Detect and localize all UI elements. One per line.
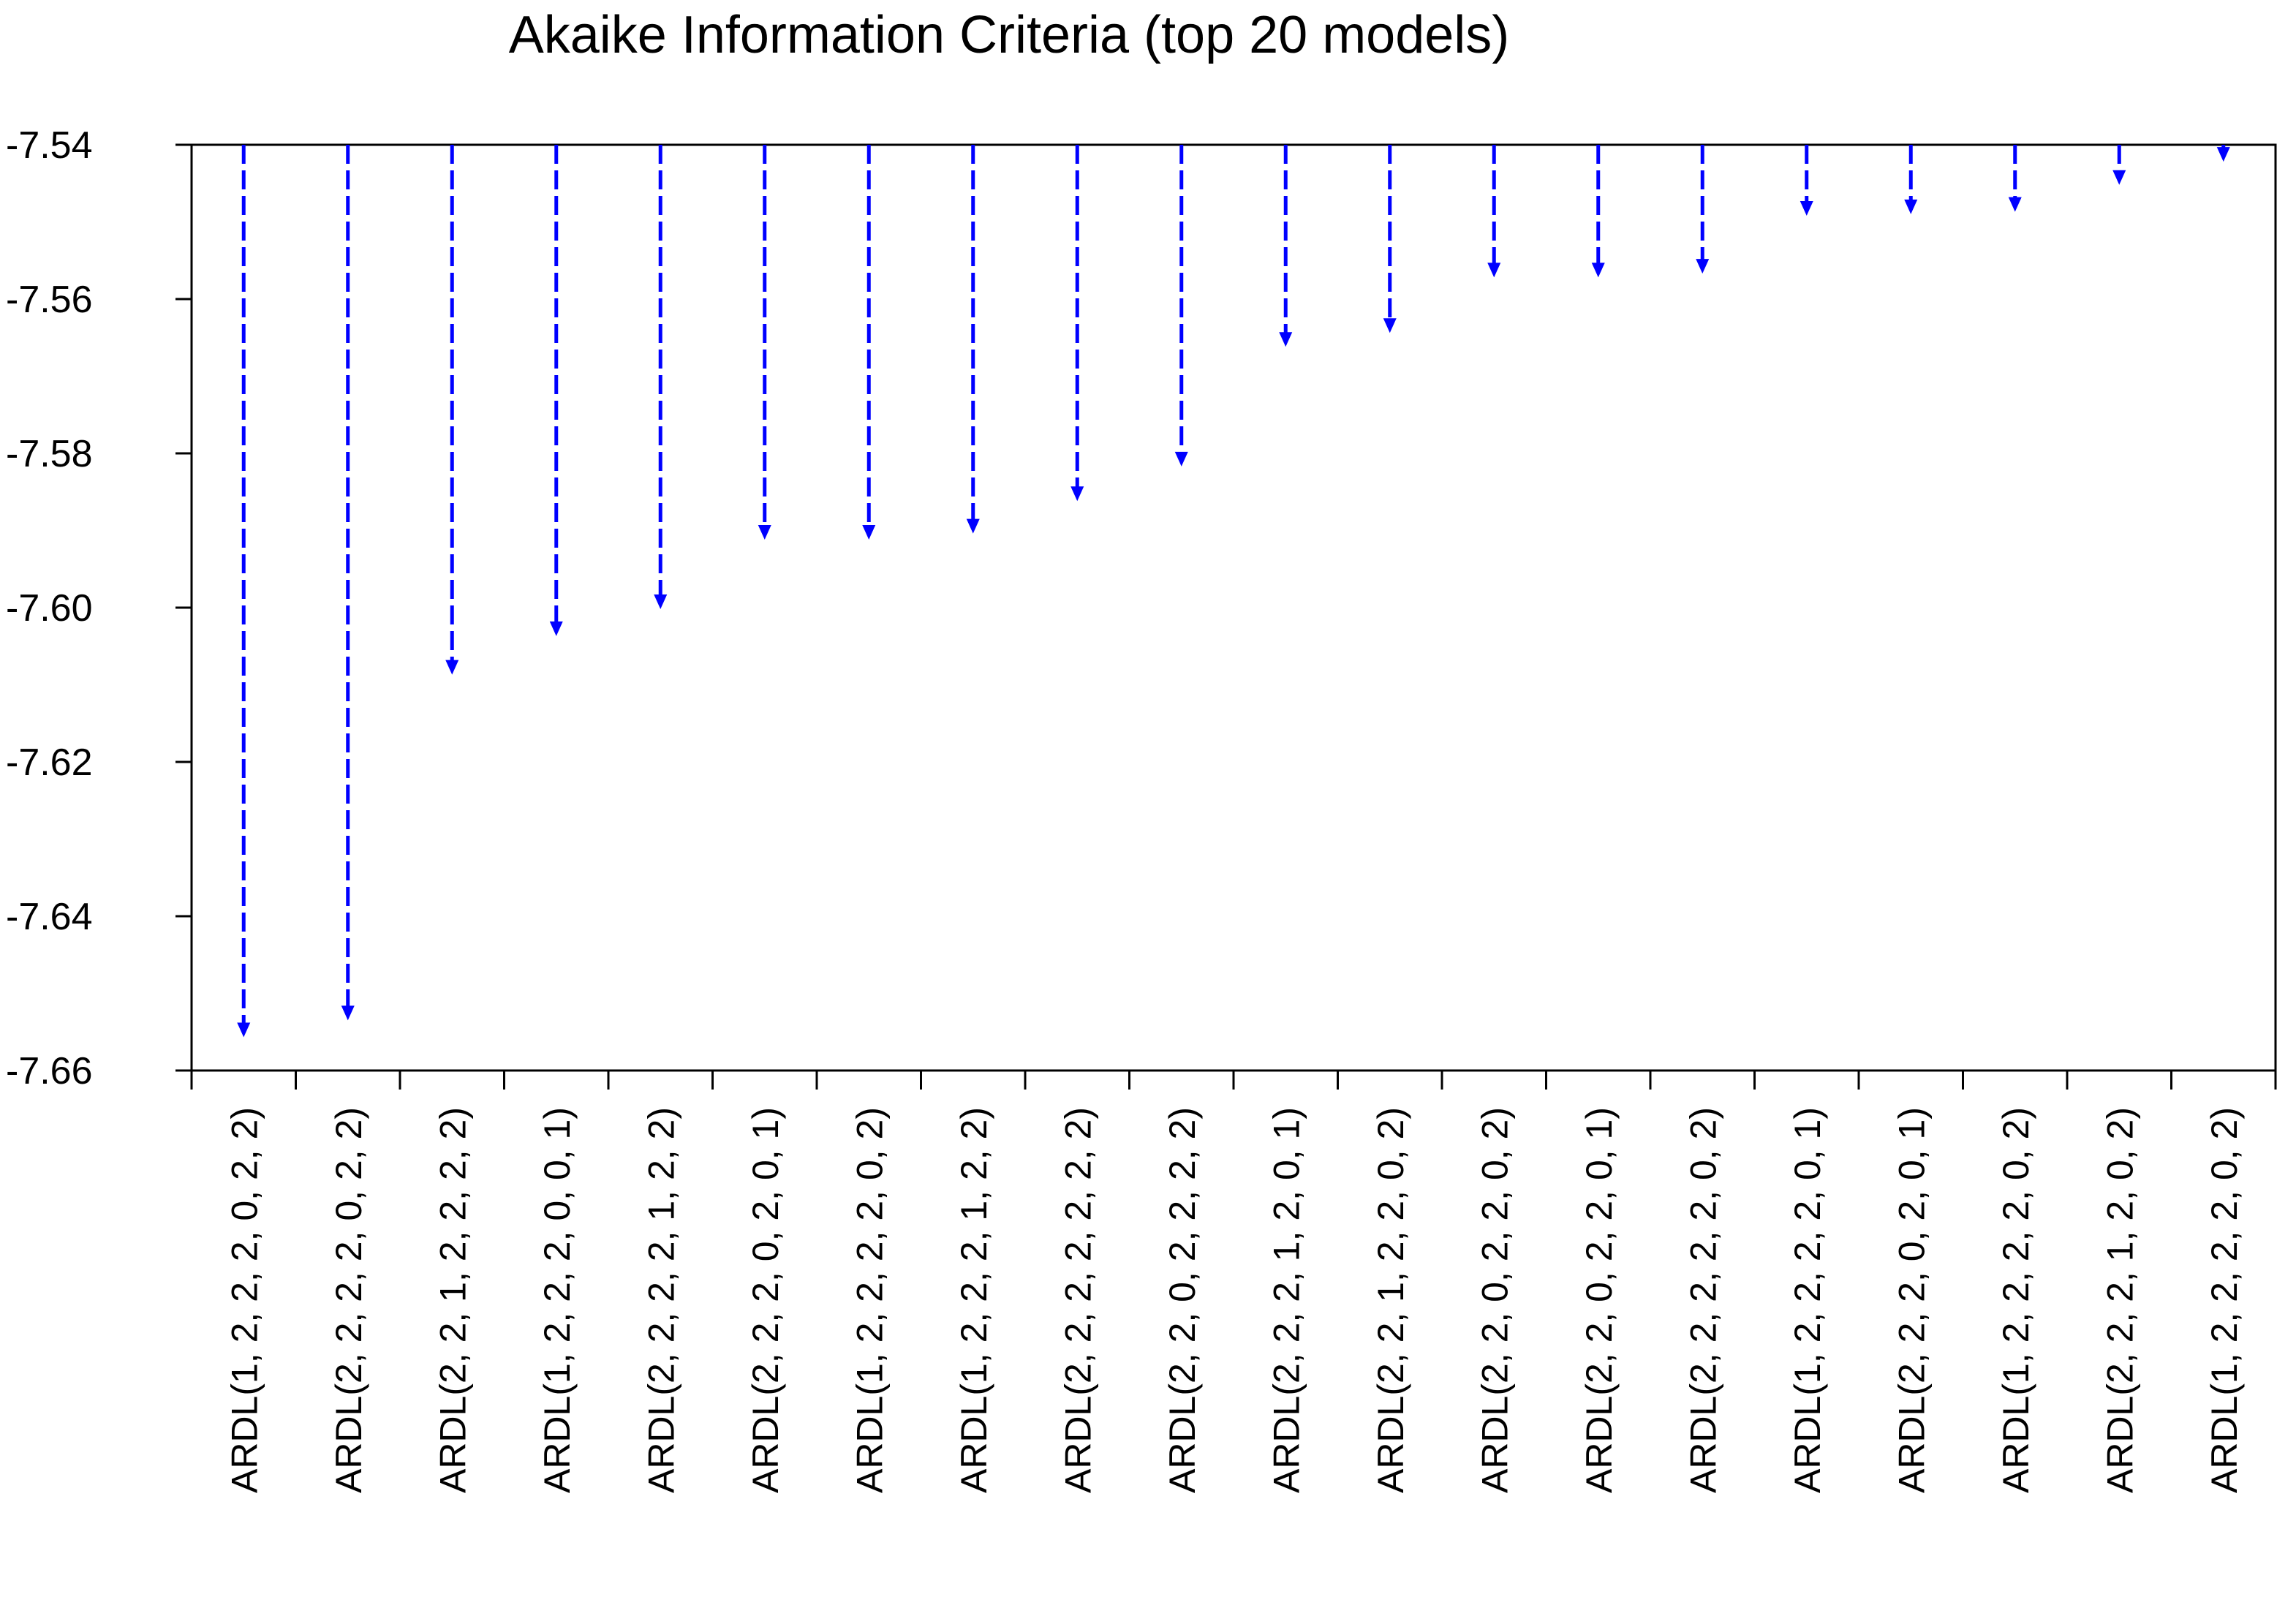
dropline-item: [2216, 145, 2230, 162]
dropline-arrowhead: [1904, 199, 1918, 214]
dropline-item: [1487, 145, 1501, 278]
x-tick-label: ARDL(1, 2, 2, 2, 1, 2, 2): [953, 1107, 994, 1493]
x-tick-label: ARDL(2, 2, 2, 1, 2, 0, 2): [2099, 1107, 2140, 1493]
dropline-arrowhead: [1070, 486, 1084, 502]
x-tick-label: ARDL(2, 2, 2, 2, 2, 0, 2): [1683, 1107, 1723, 1493]
dropline-arrowhead: [549, 621, 563, 636]
dropline-item: [1904, 145, 1918, 214]
dropline-item: [1591, 145, 1605, 278]
x-tick-label: ARDL(2, 2, 2, 2, 2, 2, 2): [1057, 1107, 1098, 1493]
dropline-arrowhead: [2216, 147, 2230, 162]
dropline-item: [445, 145, 459, 675]
dropline-arrowhead: [966, 518, 980, 534]
y-axis: -7.54 -7.56 -7.58 -7.60 -7.62 -7.64 -7.66: [6, 124, 192, 1092]
x-tick-label: ARDL(2, 2, 0, 2, 2, 2, 2): [1162, 1107, 1203, 1493]
dropline-arrowhead: [2008, 197, 2022, 212]
dropline-item: [1279, 145, 1293, 347]
dropline-item: [1696, 145, 1710, 274]
dropline-arrowhead: [1383, 318, 1397, 333]
dropline-arrowhead: [445, 660, 459, 675]
dropline-item: [1070, 145, 1084, 502]
dropline-item: [1800, 145, 1813, 216]
plot-area: [190, 143, 2277, 1072]
y-tick-label: -7.66: [6, 1050, 93, 1092]
x-tick-label: ARDL(2, 2, 2, 2, 0, 2, 2): [328, 1107, 369, 1493]
dropline-item: [2008, 145, 2022, 212]
dropline-item: [1174, 145, 1188, 467]
x-axis: ARDL(1, 2, 2, 2, 0, 2, 2) ARDL(2, 2, 2, 2…: [190, 1071, 2277, 1493]
x-tick-label: ARDL(1, 2, 2, 2, 0, 2, 2): [224, 1107, 265, 1493]
dropline-item: [549, 145, 563, 636]
dropline-arrowhead: [1591, 263, 1605, 278]
dropline-item: [966, 145, 980, 534]
dropline-arrowhead: [758, 525, 771, 540]
y-tick-label: -7.62: [6, 741, 93, 784]
dropline-arrowhead: [654, 594, 668, 609]
dropline-arrowhead: [1279, 332, 1293, 347]
x-tick-label: ARDL(1, 2, 2, 2, 2, 0, 2): [849, 1107, 890, 1493]
dropline-item: [758, 145, 771, 540]
x-tick-label: ARDL(1, 2, 2, 2, 2, 0, 2): [2204, 1107, 2245, 1493]
dropline-item: [862, 145, 876, 540]
x-tick-label: ARDL(1, 2, 2, 2, 2, 0, 2): [1995, 1107, 2036, 1493]
dropline-item: [341, 145, 355, 1021]
x-tick-label: ARDL(2, 2, 2, 0, 2, 0, 1): [745, 1107, 786, 1493]
x-tick-label: ARDL(2, 2, 2, 0, 2, 0, 1): [1891, 1107, 1932, 1493]
y-tick-label: -7.58: [6, 433, 93, 475]
dropline-arrowhead: [1487, 263, 1501, 278]
dropline-arrowhead: [1174, 451, 1188, 467]
dropline-arrowhead: [862, 525, 876, 540]
dropline-item: [654, 145, 668, 609]
y-tick-label: -7.64: [6, 896, 93, 938]
dropline-item: [1383, 145, 1397, 333]
x-tick-label: ARDL(2, 2, 1, 2, 2, 2, 2): [432, 1107, 473, 1493]
dropline-arrowhead: [1696, 259, 1710, 274]
x-tick-label: ARDL(2, 2, 2, 1, 2, 0, 1): [1266, 1107, 1307, 1493]
x-tick-label: ARDL(2, 2, 0, 2, 2, 0, 1): [1579, 1107, 1620, 1493]
y-tick-label: -7.54: [6, 124, 93, 167]
plot-frame: [190, 143, 2277, 1072]
x-tick-label: ARDL(2, 2, 1, 2, 2, 0, 2): [1370, 1107, 1411, 1493]
chart-title: Akaike Information Criteria (top 20 mode…: [509, 6, 1510, 64]
x-tick-label: ARDL(1, 2, 2, 2, 2, 0, 1): [1787, 1107, 1828, 1493]
x-tick-label: ARDL(2, 2, 0, 2, 2, 0, 2): [1474, 1107, 1515, 1493]
dropline-item: [2112, 145, 2126, 185]
dropline-arrowhead: [2112, 170, 2126, 185]
dropline-item: [237, 145, 251, 1038]
dropline-arrowhead: [341, 1005, 355, 1021]
droplines: [237, 145, 2230, 1038]
dropline-arrowhead: [237, 1022, 251, 1038]
dropline-arrowhead: [1800, 200, 1813, 216]
y-tick-label: -7.60: [6, 587, 93, 630]
y-tick-label: -7.56: [6, 279, 93, 321]
x-tick-label: ARDL(1, 2, 2, 2, 0, 0, 1): [537, 1107, 578, 1493]
x-tick-label: ARDL(2, 2, 2, 2, 1, 2, 2): [641, 1107, 681, 1493]
